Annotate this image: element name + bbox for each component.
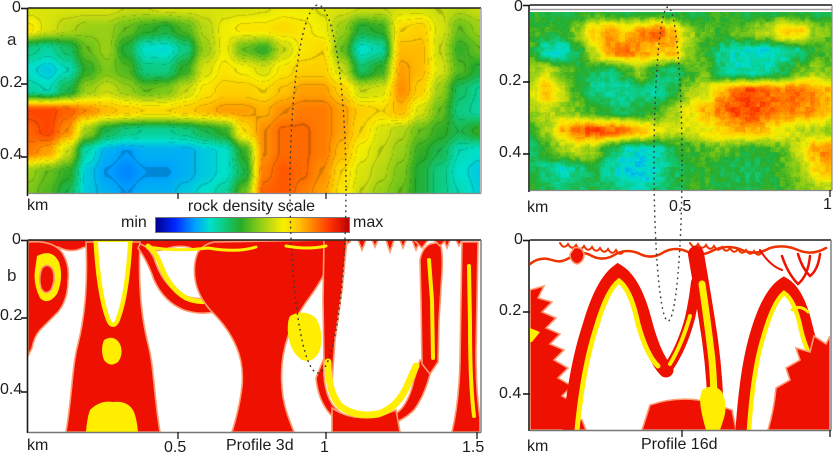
- anomaly-shape: [331, 406, 401, 432]
- panel-b-left-baseline: [28, 240, 482, 434]
- panel-b-right-baseline: [530, 240, 832, 432]
- tl-km-label: km: [27, 197, 49, 214]
- anomaly-shape: [284, 244, 328, 250]
- anomaly-shape: [759, 249, 783, 271]
- tl-ytick-04: 0.4: [0, 146, 23, 163]
- anomaly-shape: [34, 253, 62, 302]
- density-map-profile-3d: [28, 8, 480, 193]
- anomaly-shape: [574, 277, 661, 430]
- anomaly-shape: [700, 386, 726, 430]
- colorbar-max-label: max: [353, 214, 384, 231]
- anomaly-shape: [102, 337, 122, 365]
- anomaly-shape: [767, 334, 830, 430]
- anomaly-shape: [145, 243, 245, 304]
- anomaly-shape: [451, 241, 480, 432]
- bl-ytick-04: 0.4: [0, 381, 23, 398]
- anomaly-shape: [427, 258, 435, 360]
- bl-km-label: km: [27, 437, 49, 454]
- panel-b-left-xticks: [177, 432, 478, 439]
- panel-b-right-frame: [523, 239, 831, 431]
- anomaly-shape: [530, 245, 828, 266]
- colorbar-gradient: [155, 217, 350, 233]
- anomaly-shape: [412, 240, 448, 250]
- tr-ytick-0: 0: [514, 0, 523, 15]
- anomaly-shape: [467, 264, 476, 418]
- panel-b-label: b: [7, 266, 17, 285]
- anomaly-shape: [98, 242, 128, 323]
- br-ytick-02: 0.2: [499, 302, 522, 319]
- bl-xtick-05: 0.5: [164, 439, 187, 456]
- anomaly-shape: [663, 277, 701, 373]
- anomaly-shape: [562, 262, 674, 430]
- anomaly-shape: [569, 246, 585, 265]
- anomaly-shape: [28, 240, 70, 357]
- anomaly-shape: [641, 398, 737, 430]
- anomaly-shape: [322, 240, 348, 383]
- anomaly-section-profile-16d: [530, 242, 830, 430]
- tr-xtick-05: 0.5: [669, 198, 692, 215]
- anomaly-shape: [746, 290, 819, 430]
- anomaly-shape: [137, 243, 261, 314]
- tr-ytick-02: 0.2: [499, 72, 522, 89]
- bl-ytick-02: 0.2: [0, 307, 23, 324]
- bl-xtick-15: 1.5: [462, 439, 485, 456]
- anomaly-shape: [38, 264, 55, 294]
- anomaly-shape: [65, 241, 161, 432]
- anomaly-shape: [86, 401, 138, 432]
- anomaly-shape: [357, 240, 463, 255]
- tr-km-label: km: [527, 199, 549, 216]
- anomaly-shape: [790, 305, 810, 314]
- colorbar-min-label: min: [121, 214, 147, 231]
- tl-ytick-02: 0.2: [0, 74, 23, 91]
- tr-ytick-04: 0.4: [499, 144, 522, 161]
- anomaly-shape: [688, 246, 724, 430]
- anomaly-shape: [530, 284, 587, 430]
- anomaly-shape: [530, 328, 540, 342]
- anomaly-shape: [780, 252, 822, 286]
- anomaly-shape: [93, 240, 133, 327]
- density-map-profile-16d: [530, 12, 832, 190]
- br-km-label: km: [527, 438, 549, 455]
- panel-a-label: a: [7, 30, 17, 49]
- br-ytick-04: 0.4: [499, 385, 522, 402]
- br-ytick-0: 0: [514, 231, 523, 248]
- anomaly-shape: [315, 357, 433, 429]
- panel-b-left-frame: [21, 239, 481, 433]
- anomaly-shape: [698, 280, 718, 430]
- anomaly-shape: [28, 240, 351, 252]
- anomaly-shape: [559, 242, 625, 255]
- anomaly-shape: [193, 240, 335, 432]
- tl-ytick-0: 0: [12, 0, 21, 16]
- anomaly-shape: [735, 276, 830, 430]
- anomaly-section-profile-3d: [28, 240, 480, 432]
- profile-3d-title: Profile 3d: [226, 437, 294, 454]
- anomaly-shape: [324, 358, 420, 419]
- colorbar-title: rock density scale: [187, 198, 316, 215]
- anomaly-shape: [146, 245, 258, 252]
- anomaly-shape: [689, 242, 763, 256]
- anomaly-shape: [419, 241, 444, 376]
- profile-16d-title: Profile 16d: [641, 436, 718, 453]
- tr-xtick-1: 1: [823, 196, 832, 213]
- bl-ytick-0: 0: [12, 231, 21, 248]
- bl-xtick-1: 1: [320, 439, 329, 456]
- anomaly-shape: [668, 314, 692, 366]
- anomaly-shape: [287, 312, 322, 361]
